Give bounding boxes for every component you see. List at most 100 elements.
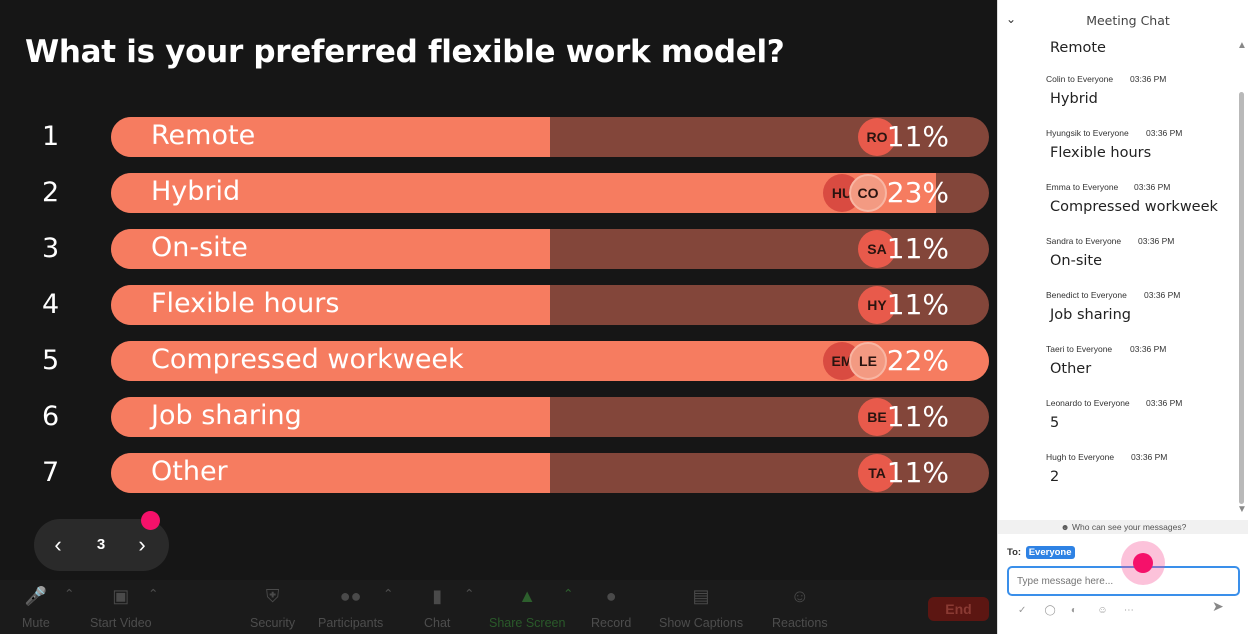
poll-option-row: 6 Job sharing BE 11% — [0, 397, 997, 437]
scroll-up-icon[interactable]: ▲ — [1237, 40, 1247, 51]
option-percentage: 11% — [886, 232, 949, 265]
message-sender: Hyungsik to Everyone — [1046, 128, 1129, 138]
message-timestamp: 03:36 PM — [1130, 344, 1167, 354]
poll-option-row: 5 Compressed workweek EM LE 22% — [0, 341, 997, 381]
start-video-button[interactable]: ▣ Start Video — [90, 586, 152, 630]
option-label: Remote — [151, 120, 256, 151]
chat-message-text: On-site — [1050, 253, 1103, 269]
video-options-chevron-icon[interactable]: ⌃ — [148, 587, 159, 601]
send-icon[interactable]: ➤ — [1212, 598, 1224, 614]
option-number: 6 — [42, 401, 60, 432]
security-button[interactable]: ⛨ Security — [250, 586, 296, 630]
previous-page-button[interactable]: ‹ — [54, 532, 62, 557]
option-percentage: 11% — [886, 288, 949, 321]
option-label: Hybrid — [151, 176, 241, 207]
mute-button[interactable]: 🎤 Mute — [22, 586, 50, 630]
message-timestamp: 03:36 PM — [1144, 290, 1181, 300]
option-number: 3 — [42, 233, 60, 264]
record-button[interactable]: ● Record — [591, 586, 632, 630]
chat-bubble-icon: ▮ — [432, 586, 443, 606]
result-bar-fill — [111, 173, 937, 213]
option-label: Other — [151, 456, 228, 487]
chat-message-text: Flexible hours — [1050, 145, 1152, 161]
chat-message-meta: Leonardo to Everyone 03:36 PM — [1046, 398, 1182, 408]
share-screen-button[interactable]: ▲ Share Screen — [489, 586, 566, 630]
option-percentage: 11% — [886, 400, 949, 433]
chat-message-text: Hybrid — [1050, 91, 1098, 107]
participants-options-chevron-icon[interactable]: ⌃ — [383, 587, 394, 601]
reactions-icon: ☺ — [790, 586, 809, 606]
message-sender: Leonardo to Everyone — [1046, 398, 1130, 408]
option-number: 4 — [42, 289, 60, 320]
option-number: 1 — [42, 121, 60, 152]
result-bar-fill — [111, 397, 550, 437]
option-label: Job sharing — [151, 400, 302, 431]
recipient-selector[interactable]: Everyone — [1025, 546, 1075, 559]
message-sender: Colin to Everyone — [1046, 74, 1114, 84]
meeting-toolbar: 🎤 Mute ⌃ ▣ Start Video ⌃ ⛨ Security ●● P… — [0, 580, 997, 634]
message-sender: Sandra to Everyone — [1046, 236, 1122, 246]
screenshot-icon[interactable]: ◯ — [1044, 605, 1056, 616]
option-percentage: 11% — [886, 456, 949, 489]
chat-button[interactable]: ▮ Chat — [424, 586, 451, 630]
voter-avatar: TA — [858, 454, 896, 492]
result-bar — [111, 285, 989, 325]
more-icon[interactable]: ⋯ — [1123, 605, 1134, 616]
share-options-chevron-icon[interactable]: ⌃ — [563, 587, 574, 601]
chat-options-chevron-icon[interactable]: ⌃ — [464, 587, 475, 601]
participants-button[interactable]: ●● Participants — [318, 586, 384, 630]
message-timestamp: 03:36 PM — [1130, 74, 1167, 84]
chat-message-meta: Hugh to Everyone 03:36 PM — [1046, 452, 1167, 462]
reactions-button[interactable]: ☺ Reactions — [772, 586, 828, 630]
mute-options-chevron-icon[interactable]: ⌃ — [64, 587, 75, 601]
chat-message-meta: Sandra to Everyone 03:36 PM — [1046, 236, 1174, 246]
result-bar — [111, 397, 989, 437]
video-off-icon: ▣ — [112, 586, 130, 606]
recipient-row: To: Everyone — [1007, 546, 1075, 559]
option-number: 2 — [42, 177, 60, 208]
message-timestamp: 03:36 PM — [1131, 452, 1168, 462]
who-can-see-messages[interactable]: ☻ Who can see your messages? — [998, 520, 1248, 534]
chat-message-meta: Emma to Everyone 03:36 PM — [1046, 182, 1170, 192]
chat-message-meta: Colin to Everyone 03:36 PM — [1046, 74, 1166, 84]
message-timestamp: 03:36 PM — [1146, 128, 1183, 138]
end-meeting-button[interactable]: End — [928, 597, 989, 621]
format-icon[interactable]: ✓ — [1018, 605, 1027, 616]
voter-avatar: LE — [849, 342, 887, 380]
chat-scrollbar[interactable]: ▲ ▼ — [1237, 40, 1248, 520]
poll-option-row: 1 Remote RO 11% — [0, 117, 997, 157]
message-sender: Emma to Everyone — [1046, 182, 1119, 192]
file-icon[interactable]: ◐ — [1070, 605, 1077, 616]
result-bar — [111, 229, 989, 269]
scroll-down-icon[interactable]: ▼ — [1237, 504, 1247, 515]
chat-messages: Remote Colin to Everyone 03:36 PM Hybrid Hy… — [998, 38, 1237, 520]
poll-option-row: 2 Hybrid HU CO 23% — [0, 173, 997, 213]
chat-message-text: 2 — [1050, 469, 1060, 485]
message-timestamp: 03:36 PM — [1138, 236, 1175, 246]
chat-message-text: 5 — [1050, 415, 1060, 431]
voter-avatar: CO — [849, 174, 887, 212]
chat-message-meta: Hyungsik to Everyone 03:36 PM — [1046, 128, 1182, 138]
message-timestamp: 03:36 PM — [1146, 398, 1183, 408]
collapse-chevron-icon[interactable]: ⌄ — [1006, 12, 1017, 26]
option-label: On-site — [151, 232, 248, 263]
message-sender: Taeri to Everyone — [1046, 344, 1113, 354]
poll-option-row: 7 Other TA 11% — [0, 453, 997, 493]
show-captions-button[interactable]: ▤ Show Captions — [659, 586, 744, 630]
chat-message-meta: Taeri to Everyone 03:36 PM — [1046, 344, 1166, 354]
chat-message-text: Remote — [1050, 40, 1106, 56]
voter-avatar: RO — [858, 118, 896, 156]
chat-message-text: Other — [1050, 361, 1092, 377]
poll-option-row: 4 Flexible hours HY 11% — [0, 285, 997, 325]
poll-option-row: 3 On-site SA 11% — [0, 229, 997, 269]
message-input[interactable] — [1007, 566, 1240, 596]
voter-avatar: BE — [858, 398, 896, 436]
poll-question: What is your preferred flexible work mod… — [25, 34, 785, 70]
result-bar-fill — [111, 285, 550, 325]
emoji-icon[interactable]: ☺ — [1097, 605, 1108, 616]
option-percentage: 22% — [886, 344, 949, 377]
scrollbar-thumb[interactable] — [1239, 92, 1244, 504]
next-page-button[interactable]: › — [138, 532, 146, 557]
chat-message-meta: Benedict to Everyone 03:36 PM — [1046, 290, 1180, 300]
